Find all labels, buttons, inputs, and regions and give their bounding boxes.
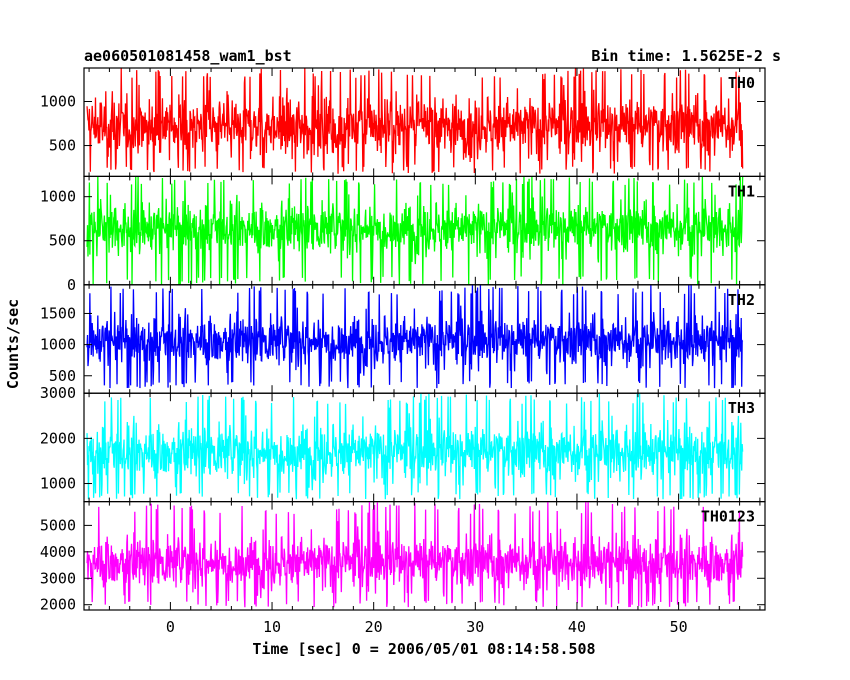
panel-label-th3: TH3 <box>728 399 755 417</box>
y-tick-label: 4000 <box>40 543 76 561</box>
series-line-th0123 <box>86 501 744 608</box>
panel-label-th1: TH1 <box>728 182 755 200</box>
series-line-th2 <box>86 284 744 389</box>
series-line-th0 <box>86 68 744 174</box>
y-axis-label: Counts/sec <box>4 299 22 389</box>
x-tick-label: 0 <box>166 618 175 636</box>
panel-frame-th0123 <box>83 501 766 611</box>
y-tick-label: 1000 <box>40 92 76 110</box>
panel-label-th0: TH0 <box>728 74 755 92</box>
x-tick-label: 20 <box>365 618 383 636</box>
chart-title-left: ae060501081458_wam1_bst <box>84 47 292 65</box>
y-tick-label: 1000 <box>40 336 76 354</box>
x-tick-label: 10 <box>263 618 281 636</box>
y-tick-label: 1000 <box>40 475 76 493</box>
series-line-th3 <box>86 393 744 500</box>
y-tick-label: 500 <box>49 232 76 250</box>
x-tick-label: 50 <box>670 618 688 636</box>
panel-label-th2: TH2 <box>728 291 755 309</box>
y-tick-label: 0 <box>67 276 76 294</box>
y-tick-label: 3000 <box>40 384 76 402</box>
chart-title-right: Bin time: 1.5625E-2 s <box>591 47 781 65</box>
y-tick-label: 1500 <box>40 304 76 322</box>
y-tick-label: 3000 <box>40 569 76 587</box>
y-tick-label: 500 <box>49 137 76 155</box>
y-tick-label: 2000 <box>40 596 76 614</box>
y-tick-label: 1000 <box>40 188 76 206</box>
x-tick-label: 40 <box>568 618 586 636</box>
x-axis-label: Time [sec] 0 = 2006/05/01 08:14:58.508 <box>252 640 595 658</box>
y-tick-label: 5000 <box>40 516 76 534</box>
y-tick-label: 500 <box>49 367 76 385</box>
y-tick-label: 2000 <box>40 429 76 447</box>
series-line-th1 <box>86 176 744 285</box>
x-tick-label: 30 <box>466 618 484 636</box>
panel-label-th0123: TH0123 <box>701 508 755 526</box>
